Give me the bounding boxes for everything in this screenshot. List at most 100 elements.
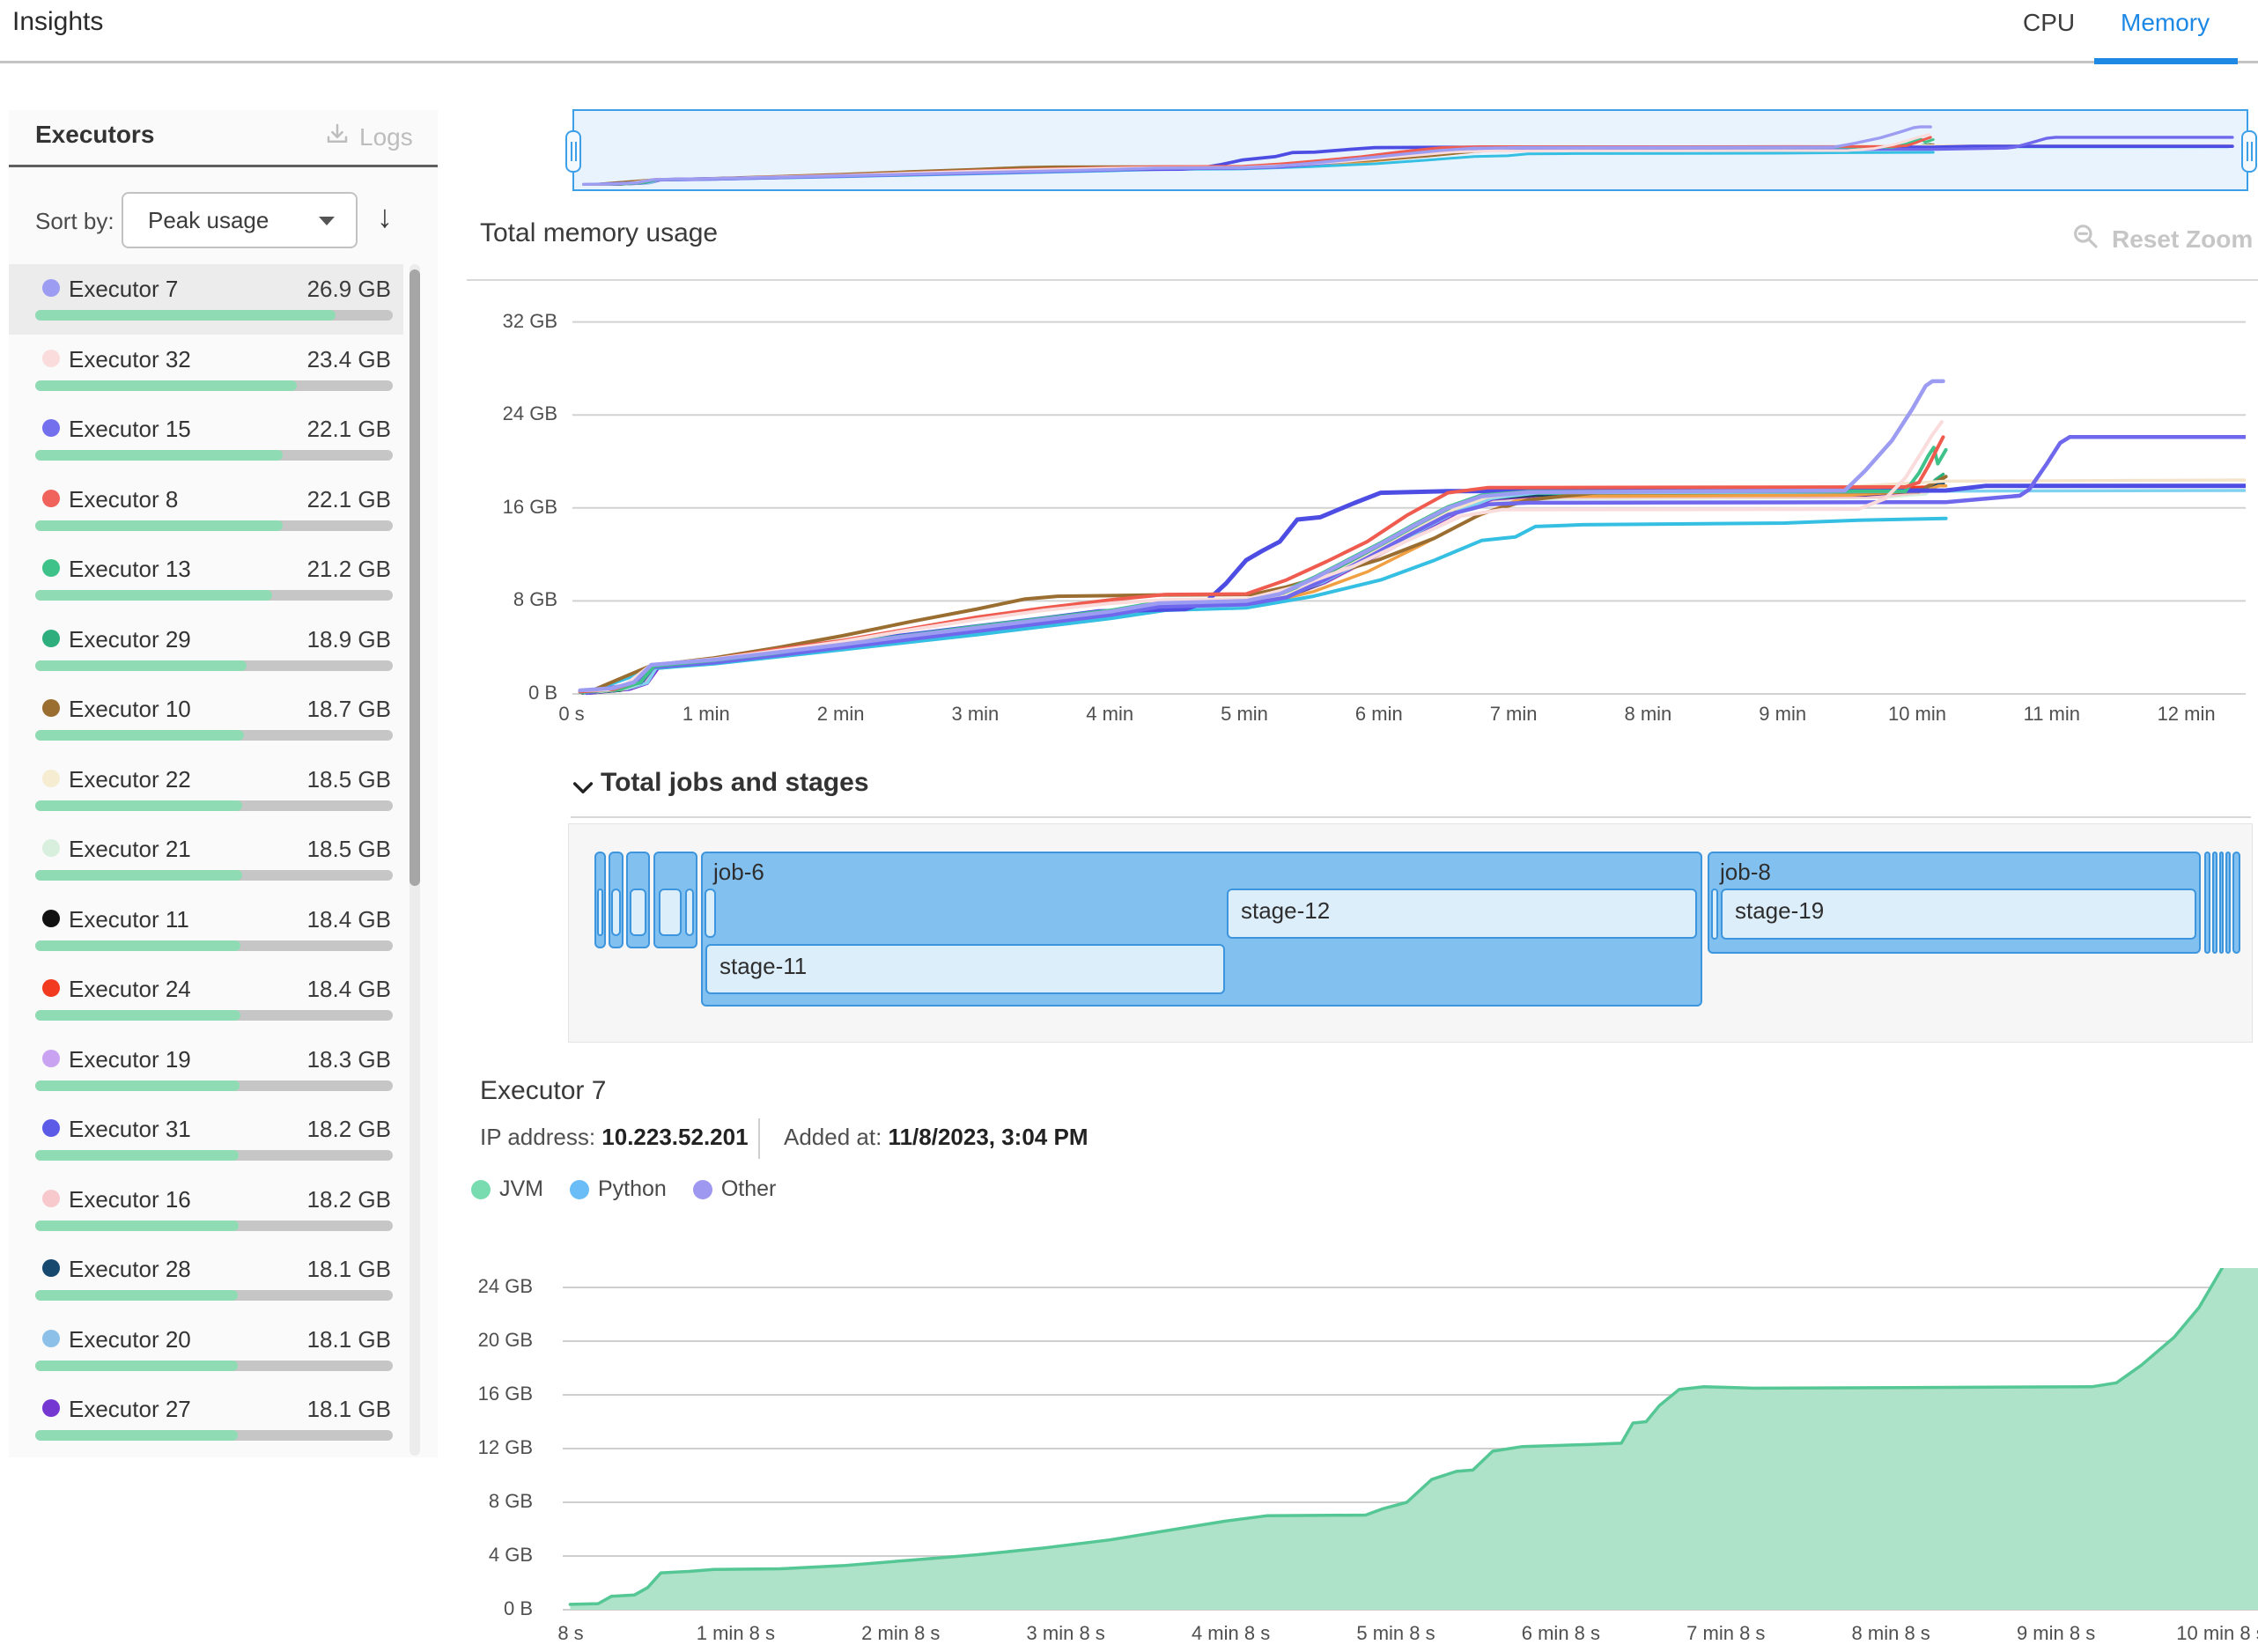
- gantt-job-block[interactable]: [2212, 852, 2217, 954]
- executor-list-item[interactable]: Executor 10 18.7 GB: [9, 684, 403, 755]
- y-tick-label: 12 GB: [477, 1436, 533, 1458]
- reset-zoom-label: Reset Zoom: [2112, 225, 2254, 253]
- executor-list-item[interactable]: Executor 15 22.1 GB: [9, 404, 403, 475]
- gantt-job-block[interactable]: [2204, 852, 2210, 954]
- executor-color-dot: [42, 559, 60, 577]
- executor-peak-value: 18.2 GB: [306, 1185, 391, 1213]
- executor-peak-value: 18.1 GB: [306, 1256, 391, 1282]
- executor-name: Executor 28: [69, 1256, 191, 1282]
- executor-list-item[interactable]: Executor 19 18.3 GB: [9, 1035, 403, 1105]
- gantt-stage-label: stage-11: [719, 953, 808, 979]
- executor-list-item[interactable]: Executor 22 18.5 GB: [9, 755, 403, 825]
- executor-usage-bar: [35, 800, 393, 811]
- executor-name: Executor 27: [69, 1396, 191, 1422]
- executor-list-item[interactable]: Executor 31 18.2 GB: [9, 1104, 403, 1175]
- executor-name: Executor 11: [69, 905, 189, 933]
- gantt-stage-block[interactable]: stage-12: [1227, 889, 1697, 939]
- legend-item[interactable]: JVM: [471, 1176, 543, 1202]
- executor-list-item[interactable]: Executor 29 18.9 GB: [9, 615, 403, 685]
- executor-name: Executor 10: [69, 696, 191, 722]
- gantt-job-block[interactable]: [2225, 852, 2231, 954]
- collapse-chevron-icon[interactable]: [569, 773, 597, 806]
- executor-color-dot: [42, 839, 60, 857]
- gantt-job-block[interactable]: [2219, 852, 2224, 954]
- tab-cpu[interactable]: CPU: [2023, 9, 2076, 36]
- download-logs-button[interactable]: Logs: [324, 121, 413, 153]
- gantt-job-block[interactable]: [2232, 852, 2240, 954]
- executor-usage-bar: [35, 380, 393, 391]
- executor-peak-value: 18.3 GB: [306, 1045, 391, 1073]
- executor-color-dot: [42, 489, 60, 507]
- executor-list-scrollbar[interactable]: [410, 264, 420, 1456]
- x-tick-label: 2 min: [816, 703, 865, 725]
- executor-usage-bar: [35, 1360, 393, 1371]
- executor-list-item[interactable]: Executor 7 26.9 GB: [9, 264, 403, 335]
- y-tick-label: 24 GB: [502, 402, 557, 425]
- x-tick-label: 5 min: [1221, 703, 1268, 725]
- gantt-stage-block[interactable]: [1711, 889, 1718, 940]
- y-tick-label: 16 GB: [502, 495, 557, 518]
- ip-label: IP address:: [480, 1124, 596, 1150]
- brush-handle-right[interactable]: [2241, 130, 2257, 173]
- sort-select[interactable]: Peak usage: [122, 192, 358, 248]
- legend-dot-icon: [570, 1179, 589, 1199]
- download-icon: [324, 121, 351, 153]
- tab-memory[interactable]: Memory: [2121, 9, 2210, 36]
- executor-color-dot: [42, 1049, 60, 1067]
- added-at-value: 11/8/2023, 3:04 PM: [888, 1124, 1088, 1150]
- gantt-stage-block[interactable]: [611, 889, 621, 936]
- executor-peak-value: 18.4 GB: [306, 976, 391, 1002]
- executor-list-item[interactable]: Executor 13 21.2 GB: [9, 544, 403, 615]
- legend-item[interactable]: Other: [692, 1176, 776, 1202]
- gantt-stage-label: stage-12: [1241, 897, 1331, 924]
- active-tab-underline: [2094, 58, 2238, 64]
- y-tick-label: 8 GB: [488, 1490, 533, 1512]
- executor-list-item[interactable]: Executor 24 18.4 GB: [9, 964, 403, 1035]
- legend-item[interactable]: Python: [570, 1176, 667, 1202]
- executor-color-dot: [42, 1119, 60, 1137]
- gantt-stage-block[interactable]: [685, 889, 694, 936]
- x-tick-label: 11 min: [2023, 703, 2080, 725]
- executor-peak-value: 18.9 GB: [306, 625, 391, 653]
- brush-chart: [581, 125, 2234, 186]
- sort-descending-icon[interactable]: ↓: [377, 198, 393, 234]
- executor-color-dot: [42, 1259, 60, 1277]
- sidebar-header-divider: [9, 165, 438, 167]
- executor-list-item[interactable]: Executor 27 18.1 GB: [9, 1384, 403, 1455]
- x-tick-label: 8 s: [557, 1622, 584, 1644]
- executor-list-item[interactable]: Executor 32 23.4 GB: [9, 335, 403, 405]
- executor-color-dot: [42, 1189, 60, 1207]
- scrollbar-thumb[interactable]: [410, 269, 420, 886]
- y-tick-label: 0 B: [528, 682, 557, 704]
- executor-list-item[interactable]: Executor 8 22.1 GB: [9, 475, 403, 545]
- executor-list-item[interactable]: Executor 16 18.2 GB: [9, 1175, 403, 1245]
- gantt-stage-block[interactable]: [705, 889, 716, 938]
- logs-label: Logs: [359, 122, 413, 151]
- gantt-stage-block[interactable]: [597, 889, 603, 936]
- jobs-stages-title: Total jobs and stages: [601, 768, 869, 797]
- section-divider: [467, 279, 2258, 281]
- x-tick-label: 8 min: [1624, 703, 1672, 725]
- zoom-brush-overview[interactable]: [572, 109, 2248, 191]
- executor-peak-value: 18.5 GB: [306, 836, 391, 862]
- header-divider: [0, 61, 2258, 63]
- executor-list-item[interactable]: Executor 28 18.1 GB: [9, 1244, 403, 1315]
- executor-color-dot: [42, 979, 60, 997]
- gantt-stage-block[interactable]: stage-11: [705, 944, 1225, 994]
- brush-handle-left[interactable]: [565, 130, 581, 173]
- executor-name: Executor 22: [69, 765, 191, 793]
- executor-color-dot: [42, 279, 60, 297]
- executor-usage-bar: [35, 1080, 393, 1091]
- reset-zoom-button[interactable]: Reset Zoom: [2071, 222, 2253, 256]
- executor-list-item[interactable]: Executor 21 18.5 GB: [9, 824, 403, 895]
- x-tick-label: 6 min: [1354, 703, 1403, 725]
- gantt-stage-block[interactable]: stage-19: [1721, 889, 2196, 940]
- executor-list-item[interactable]: Executor 11 18.4 GB: [9, 895, 403, 965]
- x-tick-label: 6 min 8 s: [1521, 1622, 1601, 1644]
- executor-list-item[interactable]: Executor 20 18.1 GB: [9, 1315, 403, 1385]
- memory-type-legend: JVM Python Other: [471, 1176, 776, 1202]
- executor-usage-bar: [35, 660, 393, 671]
- gantt-stage-block[interactable]: [659, 889, 682, 936]
- gantt-stage-block[interactable]: [630, 889, 646, 936]
- y-tick-label: 8 GB: [513, 588, 557, 611]
